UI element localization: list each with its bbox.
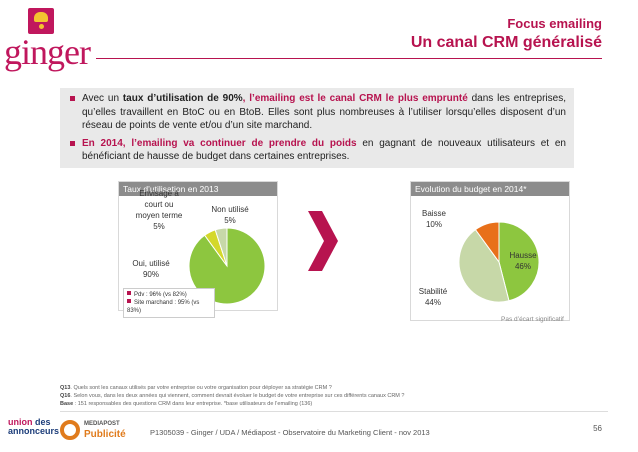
base-line: Base : 151 responsables des questions CR… <box>60 400 480 408</box>
usage-pie-chart <box>188 227 266 305</box>
uda-logo: union des annonceurs <box>8 417 60 444</box>
label-hausse-value: 46% <box>514 262 531 271</box>
pie-slice-stabilit- <box>458 228 510 303</box>
title-divider <box>96 58 602 59</box>
label-oui-l1: Oui, utilisé <box>132 259 170 268</box>
label-baisse: Baisse 10% <box>411 208 457 230</box>
label-baisse-value: 10% <box>425 220 442 229</box>
uda-logo-line3: annonceurs <box>8 426 60 436</box>
footer-divider <box>60 411 608 412</box>
usage-chart-panel: Taux d’utilisation en 2013 Envisagé à co… <box>118 181 278 318</box>
label-oui: Oui, utilisé 90% <box>119 258 183 280</box>
label-non-l1: Non utilisé <box>211 205 249 214</box>
label-non-value: 5% <box>224 216 236 225</box>
label-hausse: Hausse 46% <box>503 250 543 272</box>
q13-text: . Quels sont les canaux utilisés par vot… <box>70 385 332 391</box>
summary-box: Avec un taux d’utilisation de 90%, l’ema… <box>60 88 574 168</box>
question-q16: Q16. Selon vous, dans les deux années qu… <box>60 392 480 400</box>
label-envisage-value: 5% <box>153 222 165 231</box>
bullet-square-icon <box>70 140 75 146</box>
bullet2-post: en gagnant de nouveaux utilisateurs et e… <box>82 137 566 163</box>
uda-logo-line2: des <box>35 417 51 427</box>
summary-bullet-2: En 2014, l’emailing va continuer de pren… <box>68 137 566 164</box>
legend-item-pdv: Pdv : 96% (vs 82%) <box>127 291 211 299</box>
survey-questions: Q13. Quels sont les canaux utilisés par … <box>60 384 480 408</box>
base-text: : 151 responsables des questions CRM dan… <box>73 401 313 407</box>
label-envisage-l1: Envisagé à <box>139 189 179 198</box>
legend-pdv-text: Pdv : 96% (vs 82%) <box>134 292 187 298</box>
bullet2-hl: En 2014, l’emailing va continuer de pren… <box>82 137 357 149</box>
legend-item-site: Site marchand : 95% (vs 83%) <box>127 299 211 315</box>
page-number: 56 <box>593 424 602 433</box>
pie-slice-baisse <box>474 221 500 264</box>
legend-site-text: Site marchand : 95% (vs 83%) <box>127 300 200 314</box>
label-envisage-l2: court ou <box>144 200 174 209</box>
bullet1-pre: Avec un <box>82 93 123 104</box>
usage-chart-title: Taux d’utilisation en 2013 <box>119 182 277 196</box>
bullet1-hl1: taux d’utilisation de 90% <box>122 93 243 104</box>
budget-chart-panel: Evolution du budget en 2014* Baisse 10% … <box>410 181 570 323</box>
mediapost-ring-icon <box>60 420 80 440</box>
bullet-square-icon <box>70 96 75 101</box>
legend-square-icon <box>127 291 131 295</box>
label-baisse-l1: Baisse <box>421 209 446 218</box>
label-envisage-l3: moyen terme <box>135 211 183 220</box>
bullet1-hl2: , l’emailing est le canal CRM le plus em… <box>242 93 468 104</box>
mediapost-logo-bottom: Publicité <box>84 429 126 440</box>
budget-chart-title: Evolution du budget en 2014* <box>411 182 569 196</box>
label-non: Non utilisé 5% <box>199 204 261 226</box>
usage-legend: Pdv : 96% (vs 82%) Site marchand : 95% (… <box>123 288 215 318</box>
budget-pie-chart <box>458 221 540 303</box>
pie-slice-non-utilis- <box>214 227 228 267</box>
ginger-logo-icon <box>28 8 54 34</box>
q13-label: Q13 <box>60 385 71 391</box>
mediapost-logo: MEDIAPOST Publicité <box>60 418 126 444</box>
label-stabilite: Stabilité 44% <box>411 286 455 308</box>
ginger-logo-text: ginger <box>4 32 91 72</box>
label-hausse-l1: Hausse <box>509 251 537 260</box>
page-title: Un canal CRM généralisé <box>410 34 602 51</box>
pie-slice-hausse <box>498 221 540 302</box>
legend-square-icon <box>127 299 131 303</box>
base-label: Base <box>60 401 74 407</box>
label-oui-value: 90% <box>142 270 159 279</box>
label-envisage: Envisagé à court ou moyen terme 5% <box>119 188 199 232</box>
label-stabilite-l1: Stabilité <box>418 287 448 296</box>
label-stabilite-value: 44% <box>424 298 441 307</box>
q16-label: Q16 <box>60 393 71 399</box>
bullet1-post: dans les entreprises, qu’elles travaille… <box>82 93 566 131</box>
summary-bullet-1: Avec un taux d’utilisation de 90%, l’ema… <box>68 92 566 133</box>
budget-note: Pas d’écart significatif <box>501 316 564 323</box>
q16-text: . Selon vous, dans les deux années qui v… <box>70 393 405 399</box>
mediapost-logo-top: MEDIAPOST <box>84 421 120 427</box>
chevron-right-icon <box>308 211 338 271</box>
ginger-logo: ginger <box>4 6 91 70</box>
footer-text: P1305039 - Ginger / UDA / Médiapost - Ob… <box>150 428 430 437</box>
uda-logo-line1: union <box>8 417 33 427</box>
question-q13: Q13. Quels sont les canaux utilisés par … <box>60 384 480 392</box>
section-kicker: Focus emailing <box>507 16 602 31</box>
